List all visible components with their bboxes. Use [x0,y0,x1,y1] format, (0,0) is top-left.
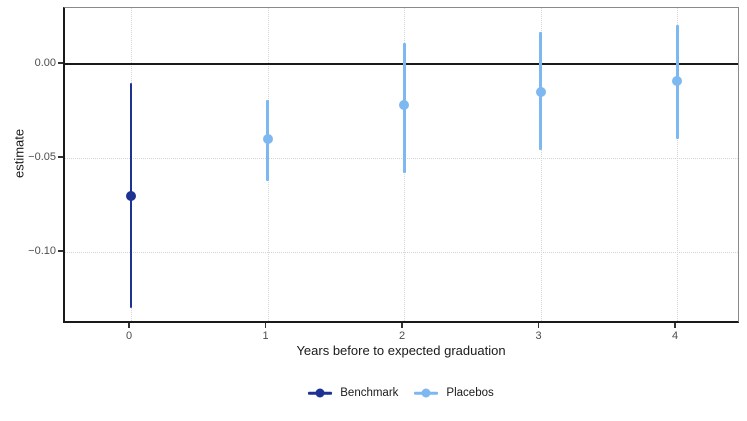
point-placebos-x3 [535,87,546,98]
plot-panel [63,7,739,323]
y-tick-label: −0.05 [28,151,56,163]
legend-key-dot [315,388,325,398]
x-tick-2 [401,323,403,328]
x-axis-title: Years before to expected graduation [296,343,506,358]
point-placebos-x4 [672,75,683,86]
gridline-x-4 [677,8,679,321]
x-tick-label: 1 [262,330,269,342]
x-tick-label: 3 [535,330,542,342]
gridline-x-3 [540,8,542,321]
legend-key-dot [421,388,431,398]
legend-label: Benchmark [340,387,399,399]
legend-entry-placebos: Placebos [414,386,494,400]
x-tick-1 [264,323,267,328]
gridline-y-−0.05 [65,158,738,159]
x-tick-label: 2 [398,330,406,342]
gridline-y-−0.10 [65,252,738,253]
zero-reference-line [65,63,738,66]
y-tick-−0.05 [58,156,63,158]
x-tick-label: 0 [125,330,133,342]
x-tick-4 [674,323,676,328]
x-tick-0 [128,323,130,328]
point-benchmark-x0 [126,190,136,201]
point-placebos-x2 [399,100,410,111]
x-tick-3 [537,323,540,328]
legend-key-benchmark-icon [308,386,333,400]
legend: Benchmark Placebos [63,382,739,404]
legend-label: Placebos [446,387,494,399]
y-tick-label: −0.10 [28,245,56,257]
legend-entry-benchmark: Benchmark [308,386,398,400]
point-placebos-x1 [262,134,273,145]
y-tick-−0.10 [58,250,63,252]
y-tick-label: 0.00 [34,57,56,70]
y-tick-0.00 [58,62,63,64]
legend-key-placebos-icon [414,386,439,400]
x-tick-label: 4 [671,330,679,342]
